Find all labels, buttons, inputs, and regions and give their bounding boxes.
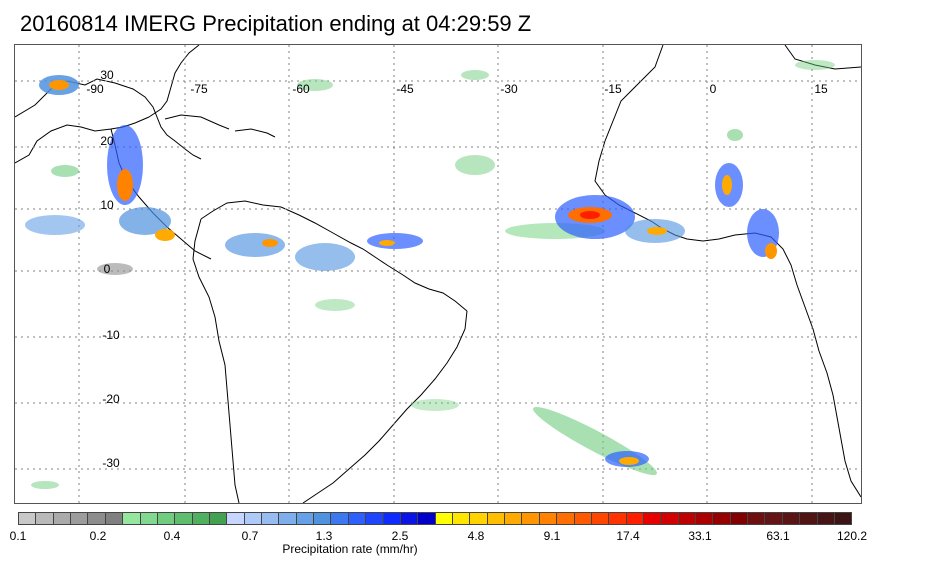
colorbar-swatch [678, 513, 697, 524]
south-america-east-coast [302, 310, 468, 503]
colorbar-swatch [748, 513, 766, 524]
colorbar-swatch [262, 513, 280, 524]
colorbar-swatch [105, 513, 124, 524]
colorbar-swatch [713, 513, 731, 524]
lon-label: -60 [292, 82, 310, 96]
colorbar-swatch [435, 513, 453, 524]
colorbar-swatch [36, 513, 54, 524]
colorbar-swatch [626, 513, 644, 524]
lon-label: -30 [500, 82, 518, 96]
colorbar-tick: 4.8 [467, 529, 485, 543]
colorbar-swatch [522, 513, 540, 524]
lat-label: 20 [100, 134, 114, 148]
colorbar-swatch [609, 513, 627, 524]
map-canvas [15, 45, 861, 503]
graticule [15, 45, 861, 503]
colorbar-swatch [696, 513, 714, 524]
colorbar-tick: 9.1 [543, 529, 561, 543]
lon-label: -45 [396, 82, 414, 96]
lon-label: -90 [86, 82, 104, 96]
colorbar-swatch [539, 513, 558, 524]
colorbar-swatch [53, 513, 72, 524]
colorbar-swatch [209, 513, 228, 524]
cuba-coast [164, 114, 230, 130]
colorbar-swatch [244, 513, 263, 524]
lat-label: -20 [102, 392, 120, 406]
colorbar-swatch [296, 513, 315, 524]
colorbar-swatch [765, 513, 783, 524]
colorbar-tick: 0.4 [163, 529, 181, 543]
colorbar-swatch [782, 513, 801, 524]
lat-label: 30 [100, 68, 114, 82]
south-america-north-coast [200, 200, 468, 312]
colorbar-tick: 0.1 [9, 529, 27, 543]
colorbar-swatch [643, 513, 662, 524]
colorbar-tick: 2.5 [391, 529, 409, 543]
colorbar-swatch [348, 513, 367, 524]
colorbar-swatch [88, 513, 106, 524]
colorbar-swatch [591, 513, 610, 524]
precipitation-field [25, 60, 835, 489]
colorbar-swatch [557, 513, 575, 524]
south-america-west-coast [192, 218, 240, 503]
colorbar-swatch [71, 513, 89, 524]
lon-label: -15 [604, 82, 622, 96]
colorbar-swatch [661, 513, 679, 524]
hispaniola-coast [234, 128, 276, 138]
colorbar-swatch [730, 513, 749, 524]
colorbar-swatch [470, 513, 488, 524]
colorbar-swatch [331, 513, 349, 524]
colorbar-swatch [834, 513, 852, 524]
colorbar-swatch [817, 513, 835, 524]
colorbar-tick: 17.4 [616, 529, 640, 543]
coastlines [15, 45, 861, 503]
africa-gulf-guinea-coast [702, 232, 861, 498]
colorbar-tick: 0.7 [241, 529, 259, 543]
colorbar-label: Precipitation rate (mm/hr) [282, 542, 418, 556]
colorbar-swatch [192, 513, 210, 524]
precipitation-colorbar [18, 512, 852, 525]
colorbar-tick: 33.1 [688, 529, 712, 543]
colorbar-swatch [366, 513, 384, 524]
colorbar-tick: 63.1 [766, 529, 790, 543]
lon-label: 0 [709, 82, 717, 96]
colorbar-swatch [418, 513, 436, 524]
colorbar-swatch [487, 513, 506, 524]
colorbar-swatch [505, 513, 523, 524]
colorbar-swatch [175, 513, 193, 524]
colorbar-tick: 1.3 [315, 529, 333, 543]
lat-label: -10 [102, 328, 120, 342]
colorbar-swatch [227, 513, 245, 524]
colorbar-tick: 120.2 [836, 529, 868, 543]
colorbar-swatch [140, 513, 158, 524]
colorbar-swatch [314, 513, 332, 524]
colorbar-swatch [279, 513, 297, 524]
colorbar-swatch [383, 513, 401, 524]
colorbar-tick: 0.2 [89, 529, 107, 543]
colorbar-swatch [400, 513, 419, 524]
lon-label: 15 [814, 82, 828, 96]
colorbar-swatch [123, 513, 141, 524]
iberia-coast [784, 45, 861, 70]
lat-label: -30 [102, 456, 120, 470]
colorbar-swatch [452, 513, 471, 524]
colorbar-swatch [157, 513, 176, 524]
map-title: 20160814 IMERG Precipitation ending at 0… [20, 11, 532, 36]
lat-label: 10 [100, 198, 114, 212]
precipitation-map[interactable]: -90 -75 -60 -45 -30 -15 0 15 30 20 10 0 … [14, 44, 862, 504]
florida-coast [148, 45, 200, 118]
colorbar-swatch [19, 513, 37, 524]
lat-label: 0 [103, 262, 111, 276]
lon-label: -75 [190, 82, 208, 96]
colorbar-swatch [800, 513, 818, 524]
colorbar-swatch [574, 513, 592, 524]
